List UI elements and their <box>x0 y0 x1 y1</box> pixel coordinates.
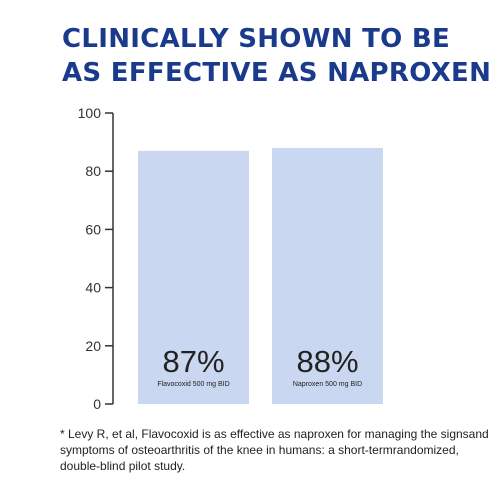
headline-line-2: AS EFFECTIVE AS NAPROXEN <box>62 58 492 88</box>
bar-category-label-0: Flavocoxid 500 mg BID <box>157 381 229 388</box>
y-tick-label-40: 40 <box>85 280 101 296</box>
bars: 87% Flavocoxid 500 mg BID 88% Naproxen 500 … <box>138 147 383 405</box>
headline-line-1: CLINICALLY SHOWN TO BE <box>62 24 451 54</box>
bar-category-label-1: Naproxen 500 mg BID <box>293 381 362 388</box>
footnote: * Levy R, et al, Flavocoxid is as effect… <box>60 427 489 473</box>
headline: CLINICALLY SHOWN TO BE AS EFFECTIVE AS N… <box>62 22 492 90</box>
bar-0 <box>138 150 249 404</box>
y-tick-label-20: 20 <box>85 338 101 354</box>
y-tick-label-100: 100 <box>78 105 102 121</box>
y-tick-label-60: 60 <box>85 221 101 237</box>
bar-1 <box>272 147 383 405</box>
y-tick-label-80: 80 <box>85 163 101 179</box>
y-axis: 0 20 40 60 80 100 <box>78 105 114 412</box>
bar-value-label-0: 87% <box>162 344 224 379</box>
y-tick-label-0: 0 <box>93 396 101 412</box>
bar-value-label-1: 88% <box>296 344 358 379</box>
